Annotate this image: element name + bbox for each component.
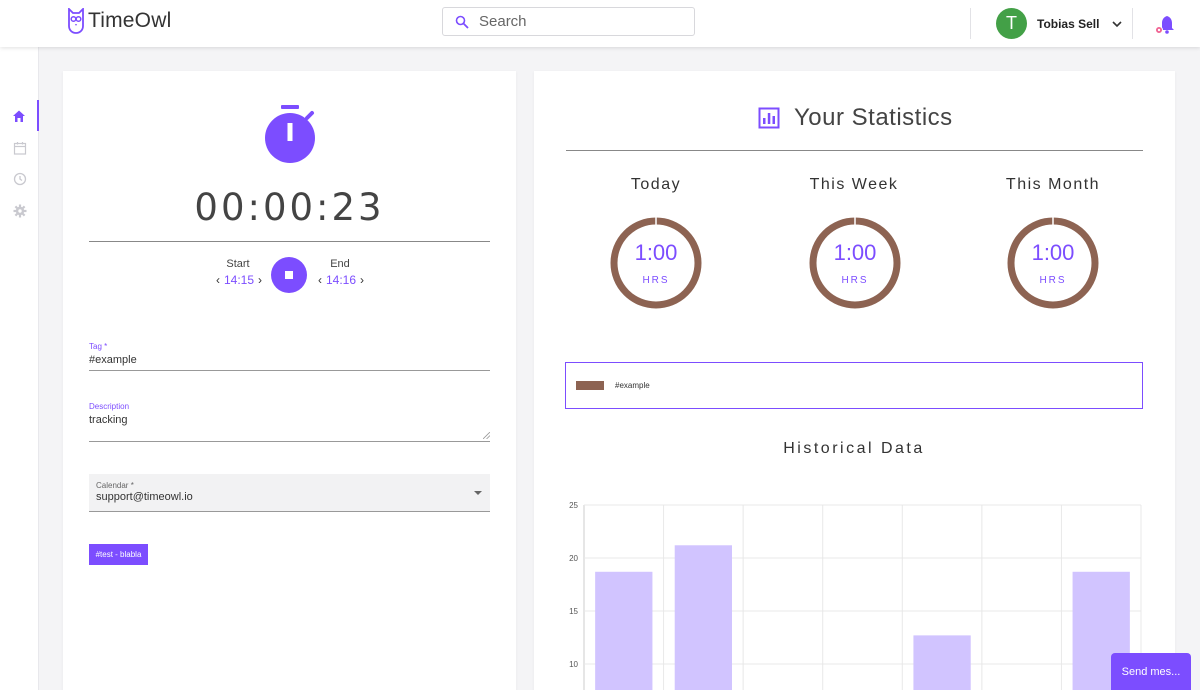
stop-icon [285,271,293,279]
owl-logo-icon [68,8,84,34]
chart-bar[interactable] [595,571,653,690]
tag-label: Tag * [89,342,108,351]
statistics-header: Your Statistics [758,103,953,133]
ring-today [610,217,702,309]
ring-month [1007,217,1099,309]
separator [970,8,971,39]
timer-display: 00:00:23 [194,186,385,229]
period-label-week: This Week [809,176,899,193]
search-input[interactable] [479,13,679,30]
chevron-left-icon[interactable]: ‹ [216,273,220,287]
today-unit: HRS [642,275,670,286]
period-label-today: Today [630,176,682,193]
month-value: 1:00 [1031,240,1075,265]
y-tick-label: 15 [569,607,578,616]
description-label: Description [89,402,130,411]
ring-week [809,217,901,309]
app-name: TimeOwl [88,9,172,32]
separator [1132,8,1133,39]
top-bar: TimeOwl T Tobias Sell [0,0,1200,47]
home-icon [12,110,25,122]
send-message-button[interactable]: Send mes... [1111,653,1191,690]
avatar[interactable]: T [996,8,1027,39]
y-tick-label: 20 [569,554,578,563]
stopwatch-icon [265,105,315,163]
search-icon [455,15,469,29]
user-name: Tobias Sell [1037,16,1100,31]
description-input[interactable]: tracking [89,414,128,426]
historical-bar-chart: 25 20 15 10 [569,501,1142,690]
end-time: ‹ 14:16 › [314,273,368,287]
chevron-down-icon[interactable] [1111,18,1123,30]
stop-button[interactable] [271,257,307,293]
caret-down-icon [474,491,482,495]
calendar-icon [13,141,26,155]
start-time: ‹ 14:15 › [212,273,266,287]
today-value: 1:00 [634,240,678,265]
sidebar-item-history[interactable] [0,163,39,194]
chevron-left-icon[interactable]: ‹ [318,273,322,287]
app-logo[interactable]: TimeOwl [66,8,171,34]
end-time-value[interactable]: 14:16 [326,273,357,287]
tracker-card [63,71,516,690]
calendar-select[interactable] [89,474,490,512]
user-menu[interactable]: T Tobias Sell [996,8,1123,39]
chart-bar[interactable] [674,545,733,690]
calendar-label: Calendar * [96,481,134,490]
bar-chart-icon [758,107,780,129]
tag-input[interactable]: #example [89,354,137,366]
y-tick-label: 10 [569,660,578,669]
divider [89,241,490,242]
divider [566,150,1143,151]
chart-legend: #example [565,362,1143,409]
month-unit: HRS [1039,275,1067,286]
start-label: Start [226,258,250,270]
resize-handle-icon[interactable] [483,432,490,439]
legend-swatch [576,381,604,390]
gear-icon [13,204,26,217]
chart-bar[interactable] [913,635,971,690]
chevron-right-icon[interactable]: › [360,273,365,287]
week-value: 1:00 [833,240,877,265]
period-label-month: This Month [1005,176,1101,193]
bell-icon[interactable] [1153,14,1175,36]
historical-title: Historical Data [783,440,925,457]
statistics-title: Your Statistics [794,104,953,131]
chevron-right-icon[interactable]: › [258,273,263,287]
search-box[interactable] [442,7,695,36]
calendar-value: support@timeowl.io [96,491,193,503]
sidebar-item-calendar[interactable] [0,132,39,163]
tag-chip[interactable]: #test - blabla [89,544,148,565]
history-icon [13,172,26,185]
sidebar [0,47,39,690]
week-unit: HRS [841,275,869,286]
tag-underline [89,370,490,371]
y-tick-label: 25 [569,501,578,510]
end-label: End [330,258,350,270]
start-time-value[interactable]: 14:15 [224,273,255,287]
sidebar-item-settings[interactable] [0,195,39,226]
description-underline [89,441,490,442]
sidebar-item-home[interactable] [0,100,39,131]
legend-label: #example [615,381,650,390]
